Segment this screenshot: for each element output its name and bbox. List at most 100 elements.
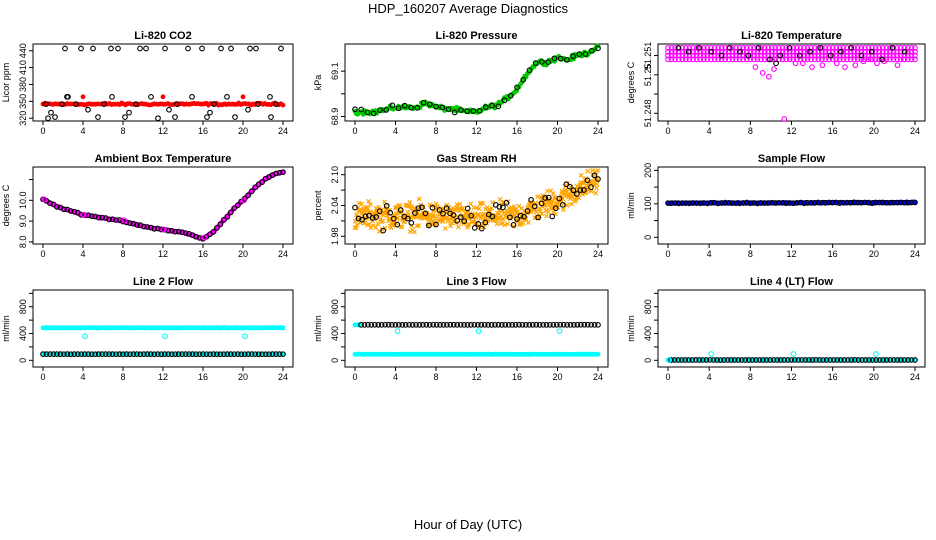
y-axis-label: degrees C — [626, 61, 636, 103]
x-tick-label: 8 — [748, 249, 753, 259]
x-tick-label: 4 — [393, 372, 398, 382]
data-point — [426, 322, 433, 328]
series-avg — [665, 44, 918, 63]
data-point — [585, 168, 591, 174]
data-point — [252, 351, 259, 358]
data-point — [502, 321, 509, 328]
data-point — [761, 52, 768, 59]
data-point — [570, 187, 577, 194]
data-point — [353, 225, 359, 231]
x-tick-label: 4 — [707, 249, 712, 259]
data-point — [874, 60, 880, 67]
panel-title: Li-820 Pressure — [436, 30, 518, 42]
data-point — [154, 225, 161, 232]
data-point — [524, 208, 531, 214]
data-point — [883, 357, 890, 363]
data-point — [95, 214, 102, 221]
data-point — [134, 351, 140, 357]
data-point — [352, 204, 358, 211]
data-point — [747, 52, 754, 59]
x-tick-label: 20 — [552, 372, 562, 382]
series-instantaneous — [665, 199, 918, 207]
data-point — [693, 44, 700, 51]
x-tick-label: 8 — [748, 372, 753, 382]
data-point — [765, 44, 772, 51]
data-point — [492, 321, 498, 328]
data-point — [416, 223, 422, 229]
data-point — [210, 351, 217, 357]
data-point — [245, 106, 251, 113]
data-point — [248, 188, 255, 195]
data-point — [578, 172, 584, 178]
data-point — [901, 52, 908, 59]
data-point — [901, 199, 908, 206]
y-axis-label: ml/min — [626, 315, 636, 342]
data-point — [869, 357, 876, 363]
data-point — [894, 199, 900, 206]
data-point — [708, 44, 714, 51]
data-point — [584, 321, 591, 328]
data-point — [478, 225, 485, 232]
series-avg — [40, 100, 286, 108]
data-point — [373, 224, 379, 230]
data-point — [280, 102, 286, 108]
data-point — [827, 357, 834, 363]
panel-title: Line 2 Flow — [133, 276, 193, 288]
data-point — [840, 199, 847, 206]
data-point — [221, 351, 227, 358]
data-point — [238, 198, 245, 205]
data-point — [804, 44, 811, 51]
data-point — [106, 216, 112, 223]
data-point — [580, 180, 586, 186]
data-point — [815, 56, 822, 63]
data-point — [819, 52, 825, 59]
data-point — [851, 56, 857, 63]
data-point — [901, 44, 908, 51]
data-point — [777, 52, 784, 59]
x-tick-label: 4 — [80, 372, 85, 382]
data-point — [523, 321, 529, 328]
data-point — [189, 351, 196, 357]
data-point — [445, 106, 452, 113]
data-point — [758, 48, 764, 55]
data-point — [433, 321, 440, 328]
data-point — [904, 44, 911, 51]
data-point — [468, 212, 475, 219]
y-tick-label: 69.1 — [330, 62, 340, 80]
data-point — [394, 328, 401, 335]
data-point — [847, 48, 854, 55]
data-point — [692, 357, 699, 363]
data-point — [545, 209, 551, 215]
data-point — [64, 93, 70, 100]
data-point — [407, 199, 413, 205]
data-point — [890, 199, 897, 206]
data-point — [854, 52, 861, 59]
data-point — [788, 357, 795, 363]
chart-panel-8: Line 3 Flow 0 4 8 12 16 20 24 0 400 800 ml/min — [313, 276, 609, 382]
y-tick-label: 9.0 — [18, 215, 28, 228]
data-point — [115, 45, 121, 52]
data-point — [529, 321, 536, 328]
data-point — [591, 172, 598, 179]
data-point — [242, 333, 248, 340]
data-point — [672, 200, 679, 206]
data-point — [872, 48, 879, 55]
data-point — [866, 357, 872, 363]
x-tick-label: 0 — [352, 126, 357, 136]
data-point — [904, 48, 911, 55]
data-point — [747, 200, 754, 207]
data-point — [172, 114, 178, 120]
chart-panel-9: Line 4 (LT) Flow 0 4 8 12 16 20 24 0 400 800 ml/min — [626, 276, 926, 382]
series-instantaneous — [352, 45, 601, 117]
data-point — [399, 224, 405, 230]
data-point — [740, 56, 747, 63]
data-point — [541, 202, 547, 208]
data-point — [693, 56, 700, 63]
data-point — [767, 56, 773, 63]
x-tick-label: 20 — [238, 126, 248, 136]
data-point — [161, 226, 167, 233]
data-point — [516, 321, 522, 328]
data-point — [901, 48, 908, 55]
series-avg-dips — [394, 328, 563, 335]
x-tick-label: 4 — [707, 372, 712, 382]
